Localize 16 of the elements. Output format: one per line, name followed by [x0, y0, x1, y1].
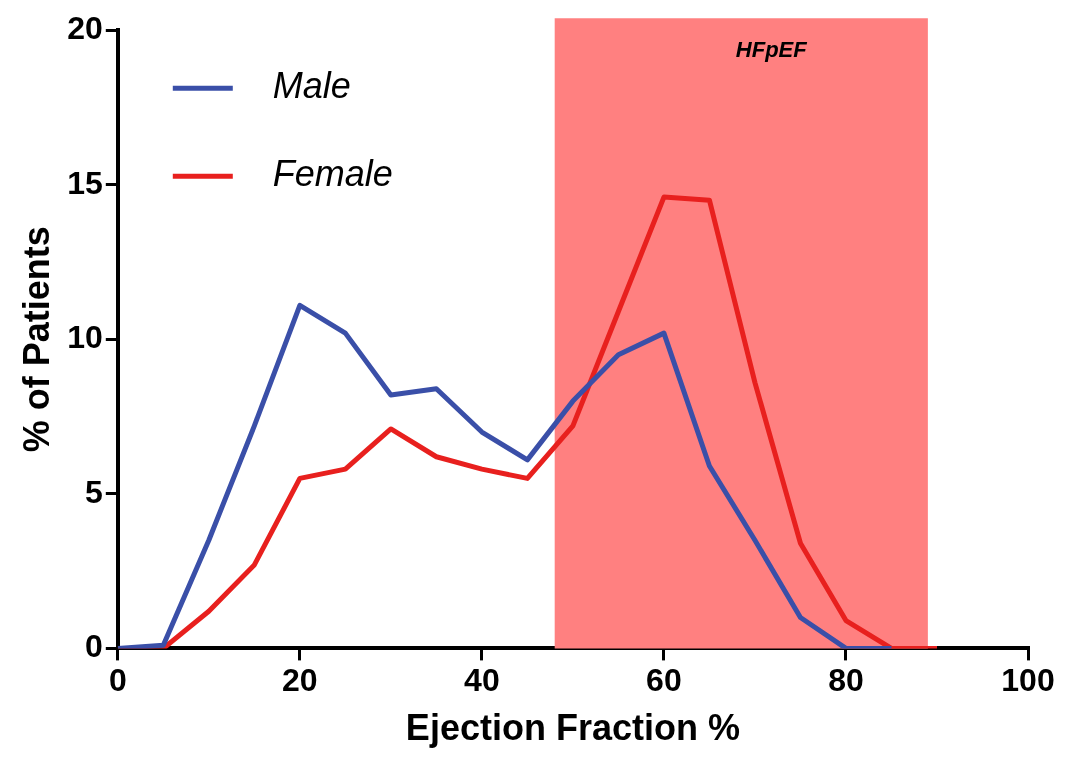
x-tick-label: 40: [464, 662, 500, 699]
legend-label: Female: [272, 153, 393, 195]
x-tick-label: 60: [646, 662, 682, 699]
y-tick-label: 5: [85, 473, 103, 510]
x-tick-label: 20: [282, 662, 318, 699]
y-tick-label: 20: [67, 10, 103, 47]
x-tick-label: 100: [1001, 662, 1055, 699]
band-label: HFpEF: [735, 37, 808, 63]
y-axis-title: % of Patients: [15, 226, 57, 453]
x-tick-label: 0: [108, 662, 127, 699]
y-tick-label: 0: [85, 628, 103, 665]
x-axis-title: Ejection Fraction %: [405, 707, 740, 749]
y-tick-label: 10: [67, 319, 103, 356]
legend-label: Male: [272, 65, 351, 107]
x-tick-label: 80: [828, 662, 864, 699]
y-tick-label: 15: [67, 164, 103, 201]
